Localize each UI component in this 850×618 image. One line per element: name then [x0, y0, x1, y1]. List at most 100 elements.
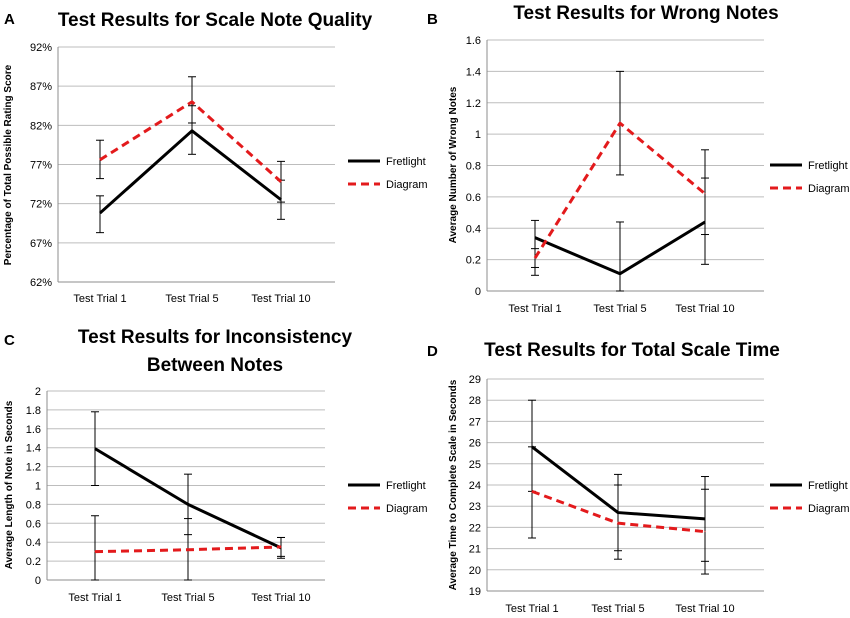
legend: Fretlight Diagram — [770, 160, 850, 195]
data-point-fretlight — [187, 503, 189, 505]
series-line-diagram — [99, 100, 283, 183]
panel-letter: A — [4, 11, 15, 28]
y-tick-label: 62% — [30, 277, 52, 289]
legend-label-fretlight: Fretlight — [808, 160, 848, 172]
data-point-fretlight — [94, 448, 96, 450]
data-point-fretlight — [534, 237, 536, 239]
data-point-diagram — [704, 193, 706, 195]
data-point-fretlight — [704, 518, 706, 520]
y-tick-label: 92% — [30, 42, 52, 54]
x-tick-label: Test Trial 5 — [165, 293, 218, 305]
y-tick-label: 20 — [469, 565, 481, 577]
data-point-diagram — [531, 490, 533, 492]
legend-label-fretlight: Fretlight — [808, 480, 848, 492]
x-tick-label: Test Trial 5 — [591, 603, 644, 615]
legend-label-fretlight: Fretlight — [386, 480, 426, 492]
x-tick-label: Test Trial 10 — [675, 603, 734, 615]
data-point-diagram — [94, 551, 96, 553]
legend: Fretlight Diagram — [348, 156, 428, 191]
x-tick-label: Test Trial 1 — [73, 293, 126, 305]
y-tick-label: 1.6 — [466, 35, 481, 47]
y-tick-label: 22 — [469, 522, 481, 534]
data-point-fretlight — [99, 212, 101, 214]
chart-title: Test Results for Inconsistency — [78, 327, 353, 348]
legend-label-diagram: Diagram — [386, 179, 428, 191]
y-tick-label: 1.4 — [26, 443, 41, 455]
y-tick-label: 26 — [469, 438, 481, 450]
y-tick-label: 82% — [30, 120, 52, 132]
panel-letter: C — [4, 332, 15, 349]
legend-label-fretlight: Fretlight — [386, 156, 426, 168]
y-tick-label: 23 — [469, 501, 481, 513]
x-tick-label: Test Trial 5 — [161, 592, 214, 604]
y-tick-label: 24 — [469, 480, 481, 492]
y-tick-label: 1.8 — [26, 405, 41, 417]
x-tick-label: Test Trial 10 — [251, 293, 310, 305]
y-tick-label: 0 — [35, 575, 41, 587]
data-point-fretlight — [531, 446, 533, 448]
y-tick-label: 67% — [30, 238, 52, 250]
chart-title: Test Results for Total Scale Time — [484, 340, 780, 361]
data-point-diagram — [619, 122, 621, 124]
chart-panel-b: B Test Results for Wrong Notes 0 0.2 0.4 0.6 0… — [427, 3, 850, 315]
y-tick-label: 29 — [469, 374, 481, 386]
x-tick-label: Test Trial 10 — [675, 303, 734, 315]
data-point-fretlight — [191, 130, 193, 132]
x-tick-label: Test Trial 5 — [593, 303, 646, 315]
y-tick-label: 1.4 — [466, 66, 481, 78]
chart-title: Test Results for Wrong Notes — [513, 3, 778, 24]
x-tick-label: Test Trial 10 — [251, 592, 310, 604]
data-point-diagram — [280, 181, 282, 183]
y-tick-label: 1 — [35, 481, 41, 493]
y-tick-label: 72% — [30, 199, 52, 211]
data-point-diagram — [99, 159, 101, 161]
y-axis-label: Percentage of Total Possible Rating Scor… — [3, 64, 14, 265]
chart-panel-d: D Test Results for Total Scale Time 19 20 21… — [427, 340, 850, 615]
data-point-diagram — [187, 549, 189, 551]
x-tick-label: Test Trial 1 — [508, 303, 561, 315]
data-point-diagram — [704, 531, 706, 533]
y-tick-label: 0.4 — [466, 223, 481, 235]
y-axis-label: Average Length of Note in Seconds — [4, 400, 15, 569]
chart-title: Test Results for Scale Note Quality — [58, 10, 373, 31]
chart-title: Between Notes — [147, 355, 283, 376]
x-tick-label: Test Trial 1 — [68, 592, 121, 604]
y-tick-label: 28 — [469, 395, 481, 407]
y-tick-label: 19 — [469, 586, 481, 598]
y-tick-label: 21 — [469, 544, 481, 556]
data-point-diagram — [617, 522, 619, 524]
legend-label-diagram: Diagram — [808, 183, 850, 195]
y-tick-label: 0.4 — [26, 537, 41, 549]
x-tick-label: Test Trial 1 — [505, 603, 558, 615]
data-point-diagram — [280, 546, 282, 548]
chart-panel-a: A Test Results for Scale Note Quality 62% 6… — [3, 10, 428, 305]
error-bar — [188, 76, 196, 124]
legend-label-diagram: Diagram — [808, 503, 850, 515]
y-tick-label: 25 — [469, 459, 481, 471]
data-point-fretlight — [704, 221, 706, 223]
error-bar — [96, 195, 104, 234]
y-axis-label: Average Number of Wrong Notes — [448, 86, 459, 243]
y-axis-label: Average Time to Complete Scale in Second… — [448, 379, 459, 590]
error-bar — [616, 221, 624, 292]
legend-label-diagram: Diagram — [386, 503, 428, 515]
y-tick-label: 1 — [475, 129, 481, 141]
y-tick-label: 1.2 — [26, 462, 41, 474]
y-tick-label: 87% — [30, 81, 52, 93]
data-point-fretlight — [280, 199, 282, 201]
y-tick-label: 0.8 — [466, 161, 481, 173]
error-bar — [91, 515, 99, 581]
panel-letter: B — [427, 11, 438, 28]
y-tick-label: 0.6 — [26, 518, 41, 530]
error-bar — [701, 149, 709, 236]
legend: Fretlight Diagram — [770, 480, 850, 515]
legend: Fretlight Diagram — [348, 480, 428, 515]
y-tick-label: 0.8 — [26, 499, 41, 511]
y-tick-label: 27 — [469, 416, 481, 428]
y-tick-label: 2 — [35, 386, 41, 398]
chart-panel-c: C Test Results for Inconsistency Between N… — [4, 327, 428, 604]
y-tick-label: 0.2 — [26, 556, 41, 568]
y-tick-label: 77% — [30, 160, 52, 172]
y-tick-label: 0.6 — [466, 192, 481, 204]
